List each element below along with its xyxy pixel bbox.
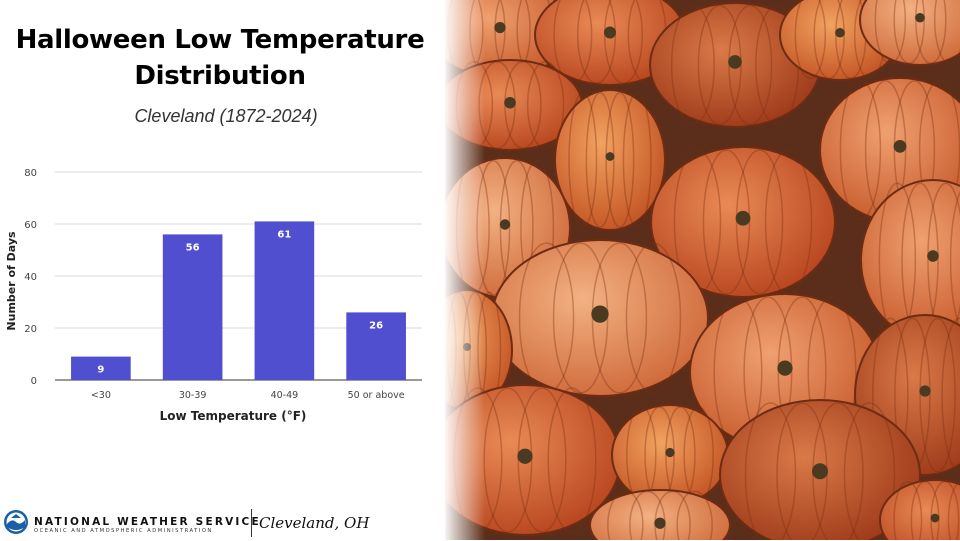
page-title: Halloween Low Temperature Distribution [0, 22, 440, 94]
noaa-logo-icon [4, 510, 28, 534]
footer: NATIONAL WEATHER SERVICE OCEANIC AND ATM… [0, 505, 445, 541]
y-tick-label: 60 [24, 220, 37, 231]
pumpkin-shape [554, 89, 666, 231]
pumpkin-shape [611, 404, 729, 506]
y-axis-label: Number of Days [5, 231, 18, 331]
y-tick-label: 0 [31, 376, 37, 387]
y-tick-label: 80 [24, 168, 37, 179]
x-tick-label: <30 [91, 390, 111, 401]
pumpkin-shape [589, 489, 731, 540]
pumpkin-photo [445, 0, 960, 540]
bar [162, 234, 223, 380]
agency-name: NATIONAL WEATHER SERVICE [34, 516, 261, 528]
pumpkin-shape [879, 479, 960, 540]
bar [254, 221, 315, 380]
pumpkin-shape [491, 239, 709, 397]
bar [71, 356, 131, 380]
footer-divider [251, 509, 252, 537]
page-subtitle: Cleveland (1872-2024) [134, 106, 318, 126]
x-tick-labels: <30 30-39 40-49 50 or above [91, 390, 405, 401]
agency-subtitle: OCEANIC AND ATMOSPHERIC ADMINISTRATION [34, 528, 213, 534]
bar-data-label: 9 [97, 365, 104, 376]
photo-fade-edge [445, 0, 485, 540]
pumpkin-pile-image [445, 0, 960, 540]
x-tick-label: 50 or above [348, 390, 405, 401]
x-tick-label: 40-49 [271, 390, 299, 401]
bar-data-label: 56 [186, 242, 200, 253]
bar-data-label: 26 [369, 320, 383, 331]
title-line-2: Distribution [134, 61, 306, 91]
office-name: Cleveland, OH [259, 514, 370, 532]
pumpkin-shape [719, 399, 921, 540]
pumpkin-shape [859, 0, 960, 66]
y-tick-label: 40 [24, 272, 37, 283]
title-line-1: Halloween Low Temperature [15, 25, 425, 55]
x-axis-label: Low Temperature (°F) [160, 409, 307, 423]
x-tick-label: 30-39 [179, 390, 207, 401]
bar-data-label: 61 [277, 229, 291, 240]
bars: 9 56 61 26 [71, 221, 406, 380]
bar [346, 312, 406, 380]
bar-chart: 0 20 40 60 80 9 56 61 26 <30 30-39 40-49 50 or abo… [5, 168, 422, 423]
y-tick-labels: 0 20 40 60 80 [24, 168, 37, 387]
slide-left-panel: Halloween Low Temperature Distribution C… [0, 0, 445, 540]
y-tick-label: 20 [24, 324, 37, 335]
